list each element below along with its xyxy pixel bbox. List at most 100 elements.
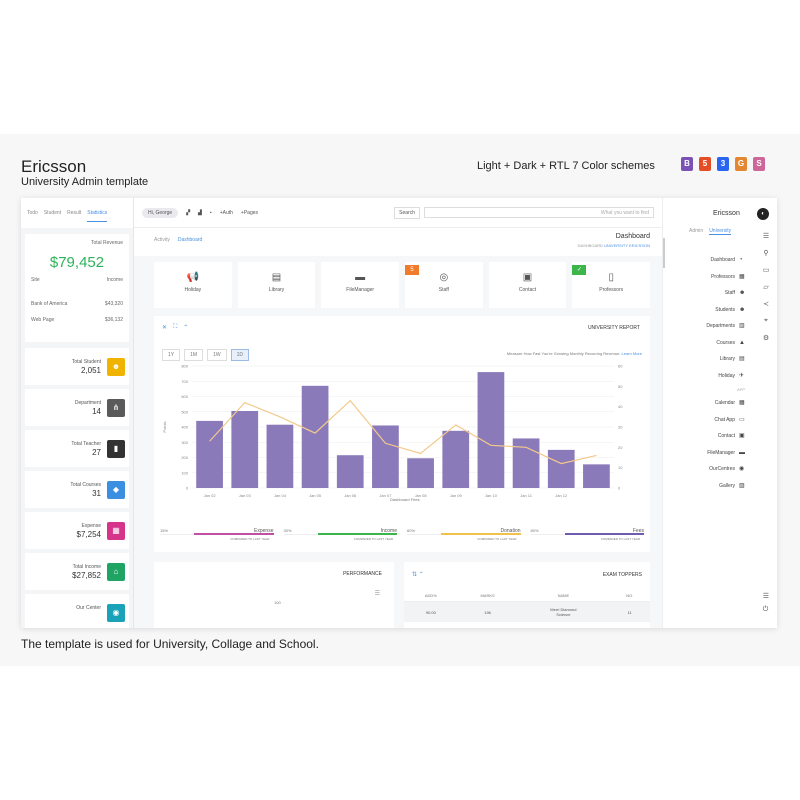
user-menu[interactable]: Hi, George: [142, 207, 179, 218]
right-sidebar: Ericsson ◐ Admin University Dashboard ◔ Pr…: [662, 198, 777, 628]
stat-cards: Total Student 2,051 ☻ Department 14 ⋔ Total Te…: [21, 348, 133, 628]
pages-menu[interactable]: +Pages: [240, 209, 259, 216]
revenue-col-income: Income: [106, 277, 123, 283]
logo-icon[interactable]: ◐: [757, 208, 769, 220]
range-1w[interactable]: 1W: [207, 349, 227, 361]
performance-title: PERFORMANCE: [343, 571, 382, 577]
tab-admin[interactable]: Admin: [689, 228, 704, 234]
table-row[interactable]: 90.00 196 Merri Diamond Science 11: [404, 601, 650, 622]
tab-result[interactable]: Result: [67, 210, 82, 216]
range-1m[interactable]: 1M: [184, 349, 204, 361]
tag-icon: ◆: [107, 481, 125, 499]
chevron-up-icon[interactable]: ⌃: [183, 325, 189, 331]
y-axis-label: Points: [162, 421, 167, 432]
sidebar-item-chat-app[interactable]: Chat App ▭: [683, 412, 745, 429]
chart-icon[interactable]: ▟: [198, 209, 202, 216]
sidebar-item-courses[interactable]: Courses ▲: [683, 335, 745, 352]
crumb-university[interactable]: UNIVERSITY: [604, 243, 628, 248]
fullscreen-icon[interactable]: ⛶: [173, 324, 178, 330]
range-1y[interactable]: 1Y: [162, 349, 181, 361]
stat-card[interactable]: Our Center ◉: [25, 594, 129, 628]
crumb-ericsson[interactable]: ERICSSON: [629, 243, 650, 248]
tab-student[interactable]: Student: [43, 210, 62, 216]
university-report-chart: 0 100 200 300 400 500 600 700 800 0 10 20 30 40 50 60 Po…: [162, 364, 623, 499]
caption: The template is used for University, Col…: [21, 637, 319, 651]
quick-link-professors[interactable]: ▯ Professors ✓: [572, 262, 651, 308]
search-label[interactable]: Search: [394, 206, 420, 219]
sidebar-item-professors[interactable]: Professors ▦: [683, 269, 745, 286]
sidebar-item-dashboard[interactable]: Dashboard ◔: [683, 252, 745, 269]
stat-card[interactable]: Total Student 2,051 ☻: [25, 348, 129, 385]
range-1d[interactable]: 1D: [230, 349, 249, 361]
contact-icon: ▣: [522, 272, 533, 283]
collapse-icon[interactable]: ⇅ ⌃: [412, 572, 424, 578]
tab-university[interactable]: University: [709, 228, 732, 235]
search-icon[interactable]: ⚲: [763, 250, 769, 257]
apps-icon[interactable]: ▪: [209, 209, 212, 216]
share-icon[interactable]: ≺: [763, 301, 769, 308]
inbox-icon[interactable]: ▭: [762, 267, 770, 274]
pin-icon[interactable]: ⌖: [764, 317, 768, 324]
sidebar-item-ourcentres[interactable]: OurCentres ◉: [683, 461, 745, 478]
sitemap-icon: ⋔: [107, 399, 125, 417]
sidebar-item-library[interactable]: Library ▤: [683, 351, 745, 368]
list-icon[interactable]: ☰: [762, 593, 769, 600]
stat-card[interactable]: Total Teacher 27 ▮: [25, 430, 129, 467]
sidebar-item-gallery[interactable]: Gallery ▨: [683, 478, 745, 495]
fees-line: [209, 399, 597, 465]
close-icon[interactable]: ✕: [162, 325, 168, 331]
legend-fees: Fees: [410, 497, 420, 502]
auth-menu[interactable]: +Auth: [219, 209, 233, 216]
bar: [266, 424, 294, 488]
stat-card[interactable]: Total Income $27,852 ⌂: [25, 553, 129, 590]
stat-card[interactable]: Total Courses 31 ◆: [25, 471, 129, 508]
sidebar-item-holiday[interactable]: Holiday ✈: [683, 368, 745, 385]
summary-percent: 60%: [407, 528, 416, 533]
arrows-icon[interactable]: ▞: [186, 209, 191, 216]
y-tick-label: 800: [181, 364, 188, 369]
stat-card[interactable]: Expense $7,254 ▦: [25, 512, 129, 549]
learn-more-link[interactable]: Learn More: [621, 351, 642, 356]
sidebar-item-calendar[interactable]: Calendar ▦: [683, 395, 745, 412]
menu-icon[interactable]: ☰: [374, 591, 380, 597]
sidebar-item-departments[interactable]: Departments ▥: [683, 318, 745, 335]
bank-icon: ⌂: [107, 563, 125, 581]
stat-label: Our Center: [76, 605, 101, 611]
tab-todo[interactable]: Todo: [27, 210, 38, 216]
search-input[interactable]: What you want to find: [424, 207, 654, 218]
power-icon[interactable]: ⏻: [762, 606, 769, 613]
scrollbar[interactable]: [663, 238, 665, 268]
summary-percent: 80%: [530, 528, 539, 533]
quick-link-holiday[interactable]: 📢 Holiday: [154, 262, 232, 308]
menu-icon[interactable]: ☰: [762, 233, 770, 240]
bar: [372, 425, 399, 488]
report-note: Measure How Fast You're Growing Monthly …: [507, 351, 642, 356]
user-circle-icon: ◎: [439, 272, 449, 283]
stat-card[interactable]: Department 14 ⋔: [25, 389, 129, 426]
cell-add: 90.00: [404, 601, 458, 622]
bar: [442, 430, 470, 488]
sidebar-item-staff[interactable]: Staff ☻: [683, 285, 746, 302]
tab-dashboard[interactable]: Dashboard: [177, 237, 203, 243]
tab-activity[interactable]: Activity: [154, 237, 170, 243]
university-report-card: ✕ ⛶ ⌃ UNIVERSITY REPORT 1Y 1M 1W 1D Measure…: [154, 316, 650, 552]
left-tabs: Todo Student Result Statistics: [21, 198, 133, 228]
y-tick-label: 100: [181, 470, 188, 475]
revenue-row: Bank of America $43,320: [31, 301, 123, 307]
crumb-dashboard[interactable]: DASHBOARD: [577, 243, 603, 248]
sidebar-item-students[interactable]: Students ☻: [683, 302, 745, 319]
quick-link-filemanager[interactable]: ▬ FileManager: [321, 262, 400, 308]
folder-icon[interactable]: ▱: [763, 284, 769, 291]
tab-statistics[interactable]: Statistics: [87, 210, 108, 222]
sidebar-item-contact[interactable]: Contact ▣: [683, 428, 745, 445]
quick-link-staff[interactable]: ◎ Staff 5: [405, 262, 483, 308]
sub-header: Activity Dashboard Dashboard DASHBOARD U…: [134, 228, 662, 256]
staff-icon: ☻: [739, 290, 746, 297]
sidebar-item-filemanager[interactable]: FileManager ▬: [683, 445, 745, 462]
quick-link-library[interactable]: ▤ Library: [237, 262, 316, 308]
settings-icon[interactable]: ⚙: [762, 335, 770, 342]
exam-table: ADD% MARKS NAME NO. 90.00 196 Merri Diam…: [404, 590, 650, 622]
stat-value: 31: [92, 489, 101, 498]
x-tick-label: Jan 06: [344, 493, 357, 498]
quick-link-contact[interactable]: ▣ Contact: [488, 262, 567, 308]
